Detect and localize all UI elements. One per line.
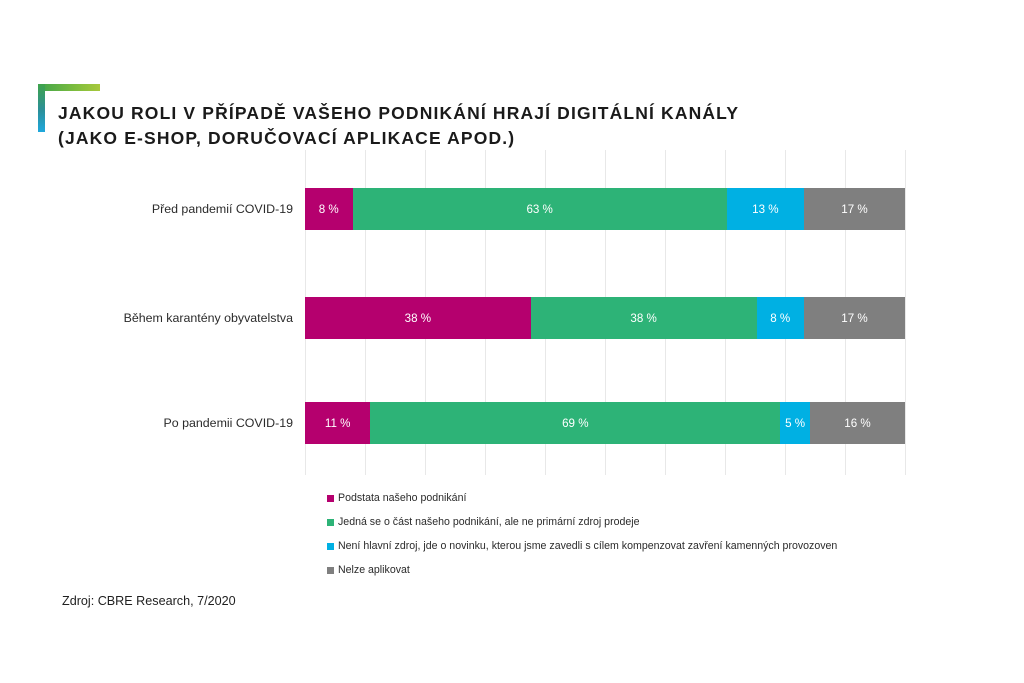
bar-value-label: 11 % [324,416,351,430]
legend-swatch-icon [327,494,334,502]
bar-value-label: 38 % [630,311,657,325]
table-row: 38 % 38 % 8 % 17 % [305,297,906,339]
legend-swatch-icon [327,542,334,550]
bar-value-label: 16 % [844,416,871,430]
bar-segment: 8 % [305,188,353,230]
bar-value-label: 38 % [404,311,432,325]
bar-segment: 13 % [726,188,805,230]
bar-value-label: 13 % [752,202,779,216]
bar-segment: 5 % [780,402,810,444]
chart-legend: Podstata našeho podnikání Jedná se o část… [327,487,987,583]
bar-segment: 16 % [809,402,905,444]
chart-title-line-2: (JAKO E-SHOP, DORUČOVACÍ APLIKACE APOD.) [58,127,516,148]
category-label-0: Před pandemií COVID-19 [151,202,293,216]
legend-label: Podstata našeho podnikání [338,492,467,504]
category-label-2: Po pandemii COVID-19 [163,416,293,430]
legend-label: Jedná se o část našeho podnikání, ale ne… [338,516,640,528]
bracket-vertical-arm [38,84,45,132]
bar-value-label: 8 % [318,202,339,216]
bar-value-label: 8 % [770,311,791,325]
bar-segment: 8 % [756,297,805,339]
legend-swatch-icon [327,518,334,526]
bar-value-label: 63 % [526,202,553,216]
plot-area: 8 % 63 % 13 % 17 % 38 % 38 % 8 % 17 % 11 % 69 %… [305,150,906,475]
legend-label: Není hlavní zdroj, jde o novinku, kterou… [338,540,838,552]
bar-value-label: 5 % [785,416,806,430]
legend-label: Nelze aplikovat [338,564,410,576]
source-note: Zdroj: CBRE Research, 7/2020 [62,594,236,608]
bar-segment: 11 % [305,402,371,444]
legend-item-0[interactable]: Podstata našeho podnikání [327,487,987,509]
chart-title: JAKOU ROLI V PŘÍPADĚ VAŠEHO PODNIKÁNÍ HR… [58,101,938,151]
legend-item-1[interactable]: Jedná se o část našeho podnikání, ale ne… [327,511,987,533]
table-row: 11 % 69 % 5 % 16 % [305,402,905,444]
table-row: 8 % 63 % 13 % 17 % [305,188,905,230]
category-label-1: Během karantény obyvatelstva [123,311,293,325]
bar-segment: 38 % [305,297,531,339]
chart-title-line-1: JAKOU ROLI V PŘÍPADĚ VAŠEHO PODNIKÁNÍ HR… [58,103,740,123]
bar-segment: 17 % [804,188,905,230]
legend-item-2[interactable]: Není hlavní zdroj, jde o novinku, kterou… [327,535,987,557]
bar-segment: 63 % [352,188,727,230]
bar-segment: 69 % [370,402,781,444]
bar-value-label: 17 % [841,311,868,325]
bar-value-label: 17 % [841,202,868,216]
brand-corner-bracket [38,84,100,132]
bar-value-label: 69 % [562,416,589,430]
stacked-bar-chart: 8 % 63 % 13 % 17 % 38 % 38 % 8 % 17 % 11 % 69 %… [0,150,1024,480]
bar-segment: 17 % [804,297,906,339]
gridline-100 [905,150,906,475]
bracket-horizontal-arm [38,84,100,91]
legend-swatch-icon [327,566,334,574]
bar-segment: 38 % [530,297,757,339]
legend-item-3[interactable]: Nelze aplikovat [327,559,987,581]
